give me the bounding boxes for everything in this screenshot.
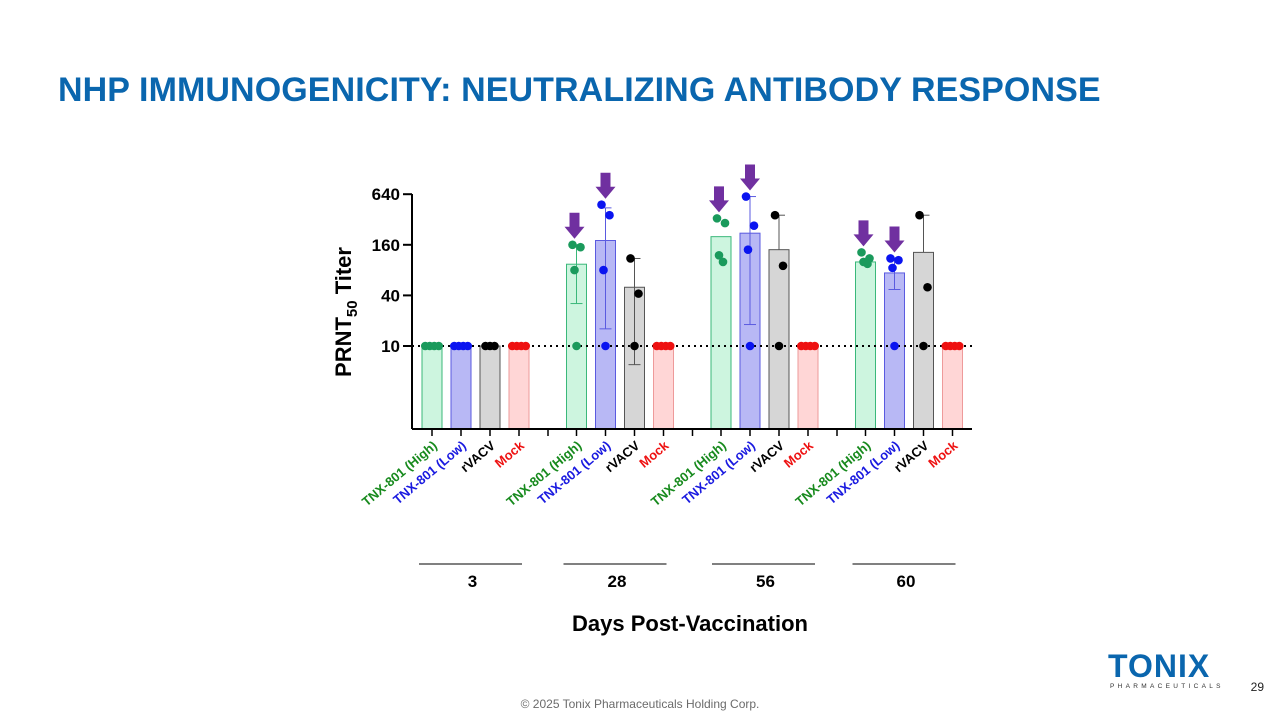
data-point — [915, 210, 924, 220]
data-point — [626, 254, 635, 263]
copyright-footer: © 2025 Tonix Pharmaceuticals Holding Cor… — [520, 697, 760, 711]
bar — [421, 345, 443, 430]
data-point — [888, 263, 897, 273]
y-tick-label: 160 — [372, 236, 400, 255]
y-tick-label: 40 — [381, 286, 400, 305]
bar — [768, 249, 790, 430]
data-point — [886, 254, 895, 263]
data-point — [665, 341, 675, 351]
day-label: 60 — [897, 572, 916, 591]
data-point — [434, 341, 444, 351]
data-point — [857, 248, 866, 257]
data-point — [572, 341, 581, 351]
bar — [450, 345, 472, 430]
page-number: 29 — [1250, 680, 1264, 694]
bar-layer — [421, 232, 963, 430]
y-axis-title: PRNT50 Titer — [331, 247, 361, 377]
purple-arrow — [595, 172, 616, 199]
data-point — [463, 341, 473, 351]
purple-arrow — [564, 212, 585, 239]
bar — [884, 272, 905, 430]
x-axis-title: Days Post-Vaccination — [572, 611, 808, 636]
data-point — [745, 341, 755, 351]
bar — [797, 345, 819, 430]
x-category-label: Mock — [492, 437, 528, 470]
data-point — [714, 251, 724, 260]
bar — [942, 345, 963, 430]
y-tick-label: 640 — [372, 185, 400, 204]
x-category-label: Mock — [636, 437, 672, 470]
data-point — [599, 265, 608, 275]
data-point — [576, 242, 585, 252]
day-label: 56 — [756, 572, 775, 591]
bar — [653, 345, 674, 430]
data-point — [741, 192, 751, 201]
axes-layer: 10 40 160 640 — [372, 185, 972, 436]
data-point — [605, 210, 614, 220]
data-point — [774, 341, 784, 351]
data-point — [712, 214, 722, 223]
data-point — [954, 341, 964, 351]
data-point — [923, 282, 932, 292]
data-point — [570, 265, 579, 275]
data-point — [743, 245, 753, 254]
bar — [855, 261, 876, 430]
data-point — [778, 261, 788, 271]
data-point — [890, 341, 899, 351]
data-point — [720, 218, 730, 228]
x-category-label: Mock — [781, 437, 817, 470]
day-label: 3 — [468, 572, 477, 591]
tonix-logo: TONIX PHARMACEUTICALS — [1104, 648, 1221, 692]
logo-tagline: PHARMACEUTICALS — [1110, 683, 1224, 690]
data-point — [601, 341, 610, 351]
data-point — [597, 200, 606, 210]
bar — [913, 251, 934, 430]
data-point — [770, 210, 780, 220]
data-point-layer — [420, 192, 964, 351]
x-category-label: Mock — [925, 437, 961, 470]
data-point — [634, 289, 643, 298]
purple-arrow — [709, 186, 729, 213]
data-point — [863, 259, 872, 269]
purple-arrow — [853, 220, 874, 247]
bar — [479, 345, 501, 430]
data-point — [630, 341, 639, 351]
data-point — [718, 257, 728, 267]
data-point — [521, 341, 531, 351]
day-label: 28 — [608, 572, 627, 591]
purple-arrow — [884, 226, 905, 253]
page-title: NHP IMMUNOGENICITY: NEUTRALIZING ANTIBOD… — [58, 71, 1101, 109]
data-point — [894, 255, 903, 265]
data-point — [919, 341, 928, 351]
data-point — [749, 221, 759, 231]
data-point — [810, 341, 820, 351]
purple-arrow — [740, 164, 760, 191]
bar — [508, 345, 530, 430]
logo-wordmark: TONIX — [1108, 648, 1211, 684]
data-point — [490, 341, 499, 351]
data-point — [568, 240, 577, 250]
y-tick-label: 10 — [381, 337, 400, 356]
arrow-layer — [564, 164, 905, 253]
